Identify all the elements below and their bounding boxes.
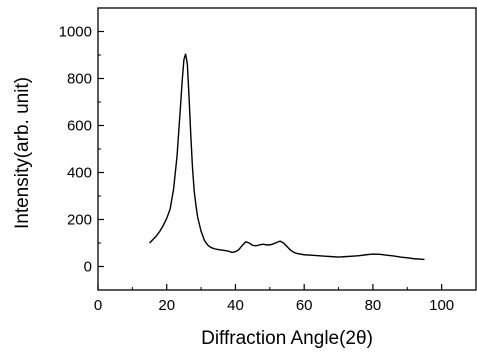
y-tick-label: 400 — [67, 165, 92, 182]
x-tick-label: 60 — [296, 297, 313, 314]
plot-frame — [97, 7, 477, 291]
x-tick-label: 40 — [227, 297, 244, 314]
diffraction-series-line — [149, 53, 425, 261]
y-tick-label: 800 — [67, 71, 92, 88]
x-tick-label: 20 — [158, 297, 175, 314]
y-tick-label: 1000 — [59, 24, 92, 41]
x-tick-label: 100 — [429, 297, 454, 314]
x-tick-label: 0 — [94, 297, 102, 314]
y-tick-label: 200 — [67, 212, 92, 229]
y-tick-label: 0 — [84, 259, 92, 276]
x-axis-ticks: 0 20 40 60 80 100 — [94, 284, 454, 314]
x-tick-label: 80 — [365, 297, 382, 314]
y-axis-title: Intensity(arb. unit) — [12, 77, 33, 229]
y-axis-ticks: 0 200 400 600 800 1000 — [59, 24, 104, 291]
x-axis-title: Diffraction Angle(2θ) — [201, 328, 373, 349]
y-tick-label: 600 — [67, 118, 92, 135]
